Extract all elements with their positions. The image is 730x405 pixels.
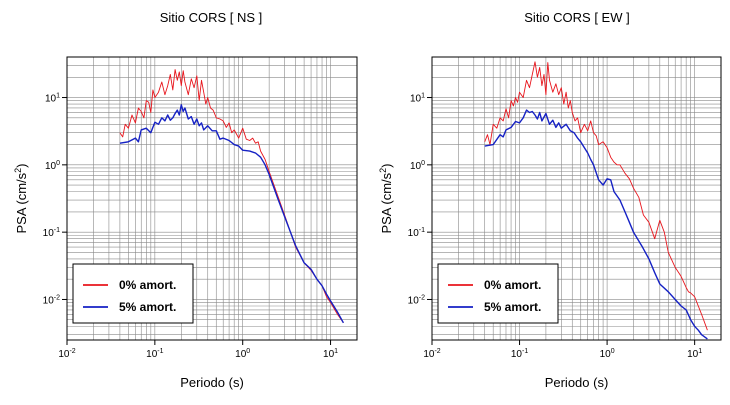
chart-ns-x-axis-label: Periodo (s) [180,375,244,390]
chart-ns-x-tick-label: 101 [323,348,338,360]
chart-ns-legend-label-amort-0: 0% amort. [119,278,176,292]
chart-ns-y-tick-label: 10-2 [43,294,60,306]
chart-ns-series-line-amort-5 [119,104,345,324]
chart-ew-title: Sitio CORS [ EW ] [524,10,629,25]
chart-ns-legend-label-amort-5: 5% amort. [119,300,176,314]
chart-ns-plot-frame [66,56,358,341]
chart-ew-y-tick-label: 10-2 [408,294,425,306]
chart-ns-y-tick-label: 101 [45,93,60,105]
chart-ew-x-tick-label: 10-1 [511,348,528,360]
chart-ns-x-tick-label: 100 [235,348,250,360]
chart-ns-title: Sitio CORS [ NS ] [160,10,263,25]
chart-ns-y-tick-label: 100 [45,160,60,172]
chart-panel-ew: 10-2 10-1 100 101 10-2 10-1 100 101 Sitio CORS [… [378,10,722,390]
chart-ew-legend-label-amort-5: 5% amort. [484,300,541,314]
chart-ew-legend-label-amort-0: 0% amort. [484,278,541,292]
chart-ew-plot-frame [431,56,722,341]
chart-ew-y-axis-label: PSA (cm/s2) [378,163,394,233]
chart-ew-y-tick-label: 100 [410,160,425,172]
chart-ns-x-tick-label: 10-1 [146,348,163,360]
chart-ew-y-tick-label: 101 [410,93,425,105]
chart-ns-legend-box [72,263,194,324]
chart-ns-series-line-amort-0 [119,69,344,324]
chart-ew-x-tick-label: 101 [687,348,702,360]
chart-ew-series-line-amort-5 [484,109,708,340]
chart-ew-series-line-amort-0 [484,61,708,331]
chart-ew-x-tick-label: 100 [600,348,615,360]
chart-ns-x-tick-label: 10-2 [58,348,75,360]
chart-panel-ns: 10-2 10-1 100 101 10-2 10-1 100 101 Sitio CORS [… [13,10,358,390]
chart-ew-y-tick-label: 10-1 [408,227,425,239]
chart-ns-y-tick-label: 10-1 [43,227,60,239]
chart-ew-x-axis-label: Periodo (s) [545,375,609,390]
chart-ns-legend: 0% amort. 5% amort. [72,263,194,324]
chart-ew-x-tick-label: 10-2 [423,348,440,360]
chart-ew-legend-box [437,263,559,324]
chart-ew-legend: 0% amort. 5% amort. [437,263,559,324]
chart-ns-y-axis-label: PSA (cm/s2) [13,163,29,233]
